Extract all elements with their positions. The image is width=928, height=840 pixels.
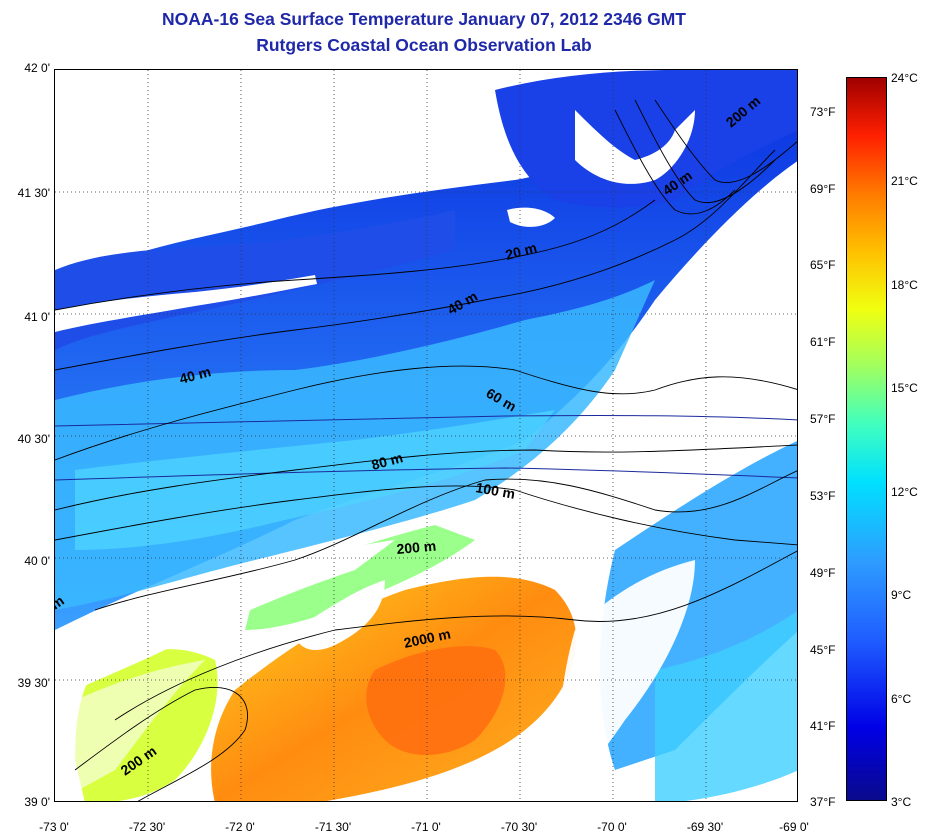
fahrenheit-label: 69°F [810,182,836,196]
fahrenheit-label: 65°F [810,258,836,272]
lat-label: 41 30' [17,186,50,200]
celsius-label: 24°C [891,71,918,85]
bathymetry-contours [55,99,797,801]
contour-label: m [55,592,67,612]
cloud-mask-diagonal [531,180,797,530]
fahrenheit-label: 41°F [810,719,836,733]
fahrenheit-label: 61°F [810,335,836,349]
cloud-mask-south-center [295,580,385,650]
lon-label: -70 0' [597,820,627,834]
lat-label: 42 0' [24,61,50,75]
land-cape-cod [575,110,695,184]
sst-green-band [245,525,475,630]
sst-map-graphic: 200 m 40 m 20 m 40 m 40 m 60 m 80 m 100 … [55,70,797,801]
cloud-mask-southeast [555,560,695,801]
contour-label: 80 m [370,449,405,473]
contour-label: 200 m [396,538,437,557]
sst-map: 200 m 40 m 20 m 40 m 40 m 60 m 80 m 100 … [54,69,798,802]
lat-label: 39 30' [17,676,50,690]
lon-label: -72 0' [225,820,255,834]
fahrenheit-label: 49°F [810,566,836,580]
contour-label: 100 m [474,479,516,502]
lon-label: -70 30' [500,820,538,834]
lon-label: -71 0' [411,820,441,834]
celsius-label: 15°C [891,381,918,395]
contour-label: 40 m [178,363,213,387]
lon-label: -69 0' [779,820,809,834]
sst-hot-core [366,646,506,755]
lat-label: 40 30' [17,432,50,446]
sst-east-cool [600,440,797,770]
land-nantucket [507,207,555,227]
sst-sound-region [55,210,455,350]
temperature-colorbar [846,77,887,801]
lon-label: -72 30' [128,820,166,834]
land-long-island [55,275,317,332]
celsius-label: 3°C [891,795,912,809]
map-subtitle: Rutgers Coastal Ocean Observation Lab [256,35,592,55]
cloud-mask-south [55,660,205,801]
shipping-lanes [55,414,797,481]
fahrenheit-label: 53°F [810,489,836,503]
land-connecticut [55,70,495,250]
lon-label: -73 0' [39,820,69,834]
map-title: NOAA-16 Sea Surface Temperature January … [162,9,686,29]
sst-northeast-cold [495,70,797,208]
fahrenheit-label: 37°F [810,795,836,809]
lon-label: -71 30' [314,820,352,834]
celsius-label: 18°C [891,278,918,292]
fahrenheit-label: 57°F [810,412,836,426]
celsius-label: 12°C [891,485,918,499]
celsius-label: 6°C [891,692,912,706]
fahrenheit-label: 73°F [810,105,836,119]
lat-label: 40 0' [24,554,50,568]
celsius-label: 9°C [891,588,912,602]
sst-east-cool-2 [655,611,797,801]
lat-label: 39 0' [24,795,50,809]
graticule [55,70,797,801]
lat-label: 41 0' [24,310,50,324]
fahrenheit-label: 45°F [810,643,836,657]
cloud-mask-southwest [55,540,395,700]
contour-label: 20 m [504,239,539,263]
lon-label: -69 30' [686,820,724,834]
celsius-label: 21°C [891,174,918,188]
